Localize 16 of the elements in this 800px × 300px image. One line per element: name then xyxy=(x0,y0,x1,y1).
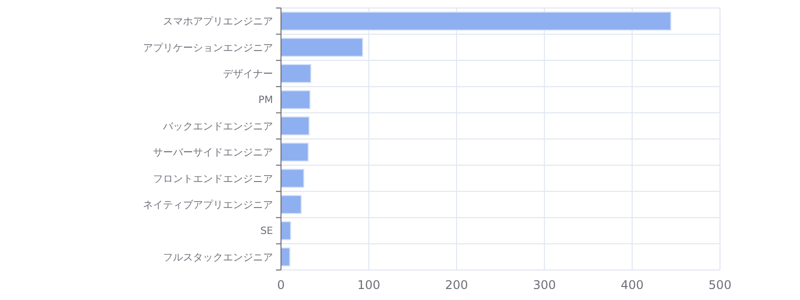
y-tick-label: ネイティブアプリエンジニア xyxy=(143,199,273,211)
y-tick-label: スマホアプリエンジニア xyxy=(163,16,273,28)
y-tick-label: フロントエンドエンジニア xyxy=(153,174,273,185)
x-tick-label: 0 xyxy=(277,278,285,292)
x-tick-label: 200 xyxy=(445,278,468,292)
y-tick-label: SE xyxy=(260,226,273,238)
y-tick-label: デザイナー xyxy=(223,69,273,80)
x-tick-label: 300 xyxy=(532,278,556,292)
y-tick-label: バックエンドエンジニア xyxy=(162,121,273,132)
y-tick-label: サーバーサイドエンジニア xyxy=(153,148,273,159)
x-tick-label: 100 xyxy=(357,278,380,292)
y-tick-label: PM xyxy=(258,95,273,106)
y-tick-label: フルスタックエンジニア xyxy=(163,252,273,264)
x-tick-label: 500 xyxy=(708,278,732,292)
y-tick-label: アプリケーションエンジニア xyxy=(143,42,273,54)
x-tick-label: 400 xyxy=(620,278,644,292)
